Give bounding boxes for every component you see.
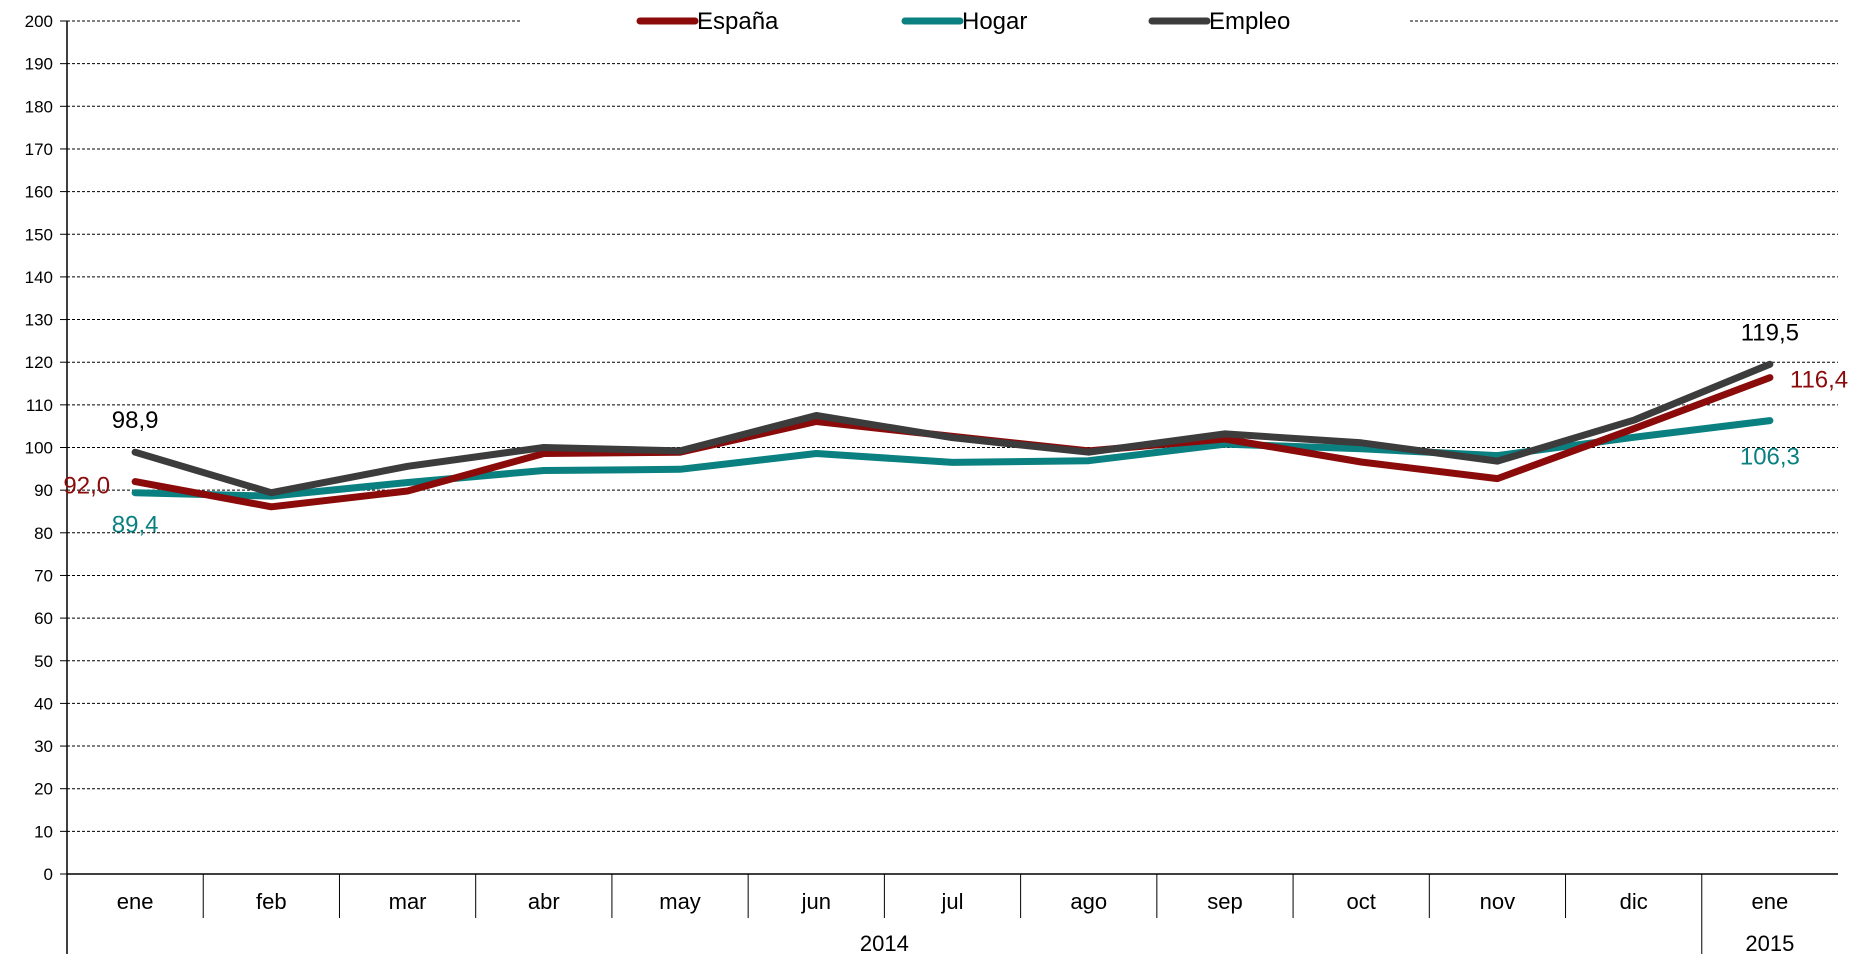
legend-entry: España (697, 8, 779, 35)
y-tick-label: 90 (34, 481, 53, 500)
y-tick-label: 60 (34, 609, 53, 628)
x-category-label: mar (389, 889, 427, 914)
y-tick-label: 30 (34, 737, 53, 756)
y-tick-label: 180 (25, 97, 53, 116)
y-tick-label: 100 (25, 439, 53, 458)
series-line-hogar (131, 417, 1774, 500)
y-tick-label: 10 (34, 822, 53, 841)
y-tick-label: 150 (25, 225, 53, 244)
y-tick-label: 70 (34, 566, 53, 585)
x-category-label: dic (1620, 889, 1648, 914)
legend-entry: Empleo (1209, 8, 1290, 35)
legend: España Hogar Empleo (636, 8, 1290, 35)
x-category-label: nov (1480, 889, 1515, 914)
series-line-empleo (131, 360, 1774, 497)
y-tick-label: 120 (25, 353, 53, 372)
x-category-label: ene (117, 889, 154, 914)
x-category-label: sep (1207, 889, 1242, 914)
x-category-label: may (659, 889, 701, 914)
x-category-label: oct (1347, 889, 1376, 914)
data-label: 106,3 (1740, 444, 1800, 471)
x-category-label: ago (1070, 889, 1107, 914)
x-category-label: jul (940, 889, 963, 914)
data-label: 119,5 (1741, 319, 1799, 346)
y-tick-label: 20 (34, 780, 53, 799)
axes: 0 10 20 30 40 50 60 70 80 90 100 110 120 130 140 150 160… (25, 12, 1838, 955)
y-tick-label: 140 (25, 268, 53, 287)
x-year-label: 2015 (1745, 931, 1794, 955)
y-tick-label: 130 (25, 311, 53, 330)
y-tick-label: 200 (25, 12, 53, 31)
data-labels: 92,089,4 98,9 116,4 106,3 119,5 (63, 319, 1848, 538)
series-lines (131, 360, 1774, 511)
x-category-label: feb (256, 889, 287, 914)
y-tick-label: 50 (34, 652, 53, 671)
y-tick-label: 170 (25, 140, 53, 159)
x-category-label: jun (801, 889, 831, 914)
legend-entry: Hogar (962, 8, 1027, 35)
data-label: 98,9 (112, 407, 159, 434)
data-label: 116,4 (1790, 367, 1848, 394)
data-label: 89,4 (112, 512, 159, 539)
y-tick-label: 160 (25, 183, 53, 202)
gridlines (67, 20, 1838, 832)
y-tick-label: 110 (26, 396, 53, 415)
y-tick-label: 0 (44, 865, 53, 884)
x-category-label: abr (528, 889, 560, 914)
x-year-label: 2014 (860, 931, 909, 955)
y-tick-label: 80 (34, 524, 53, 543)
y-tick-label: 190 (25, 55, 53, 74)
data-label: 92,0 (63, 473, 110, 500)
y-tick-label: 40 (34, 694, 53, 713)
x-category-label: ene (1752, 889, 1789, 914)
